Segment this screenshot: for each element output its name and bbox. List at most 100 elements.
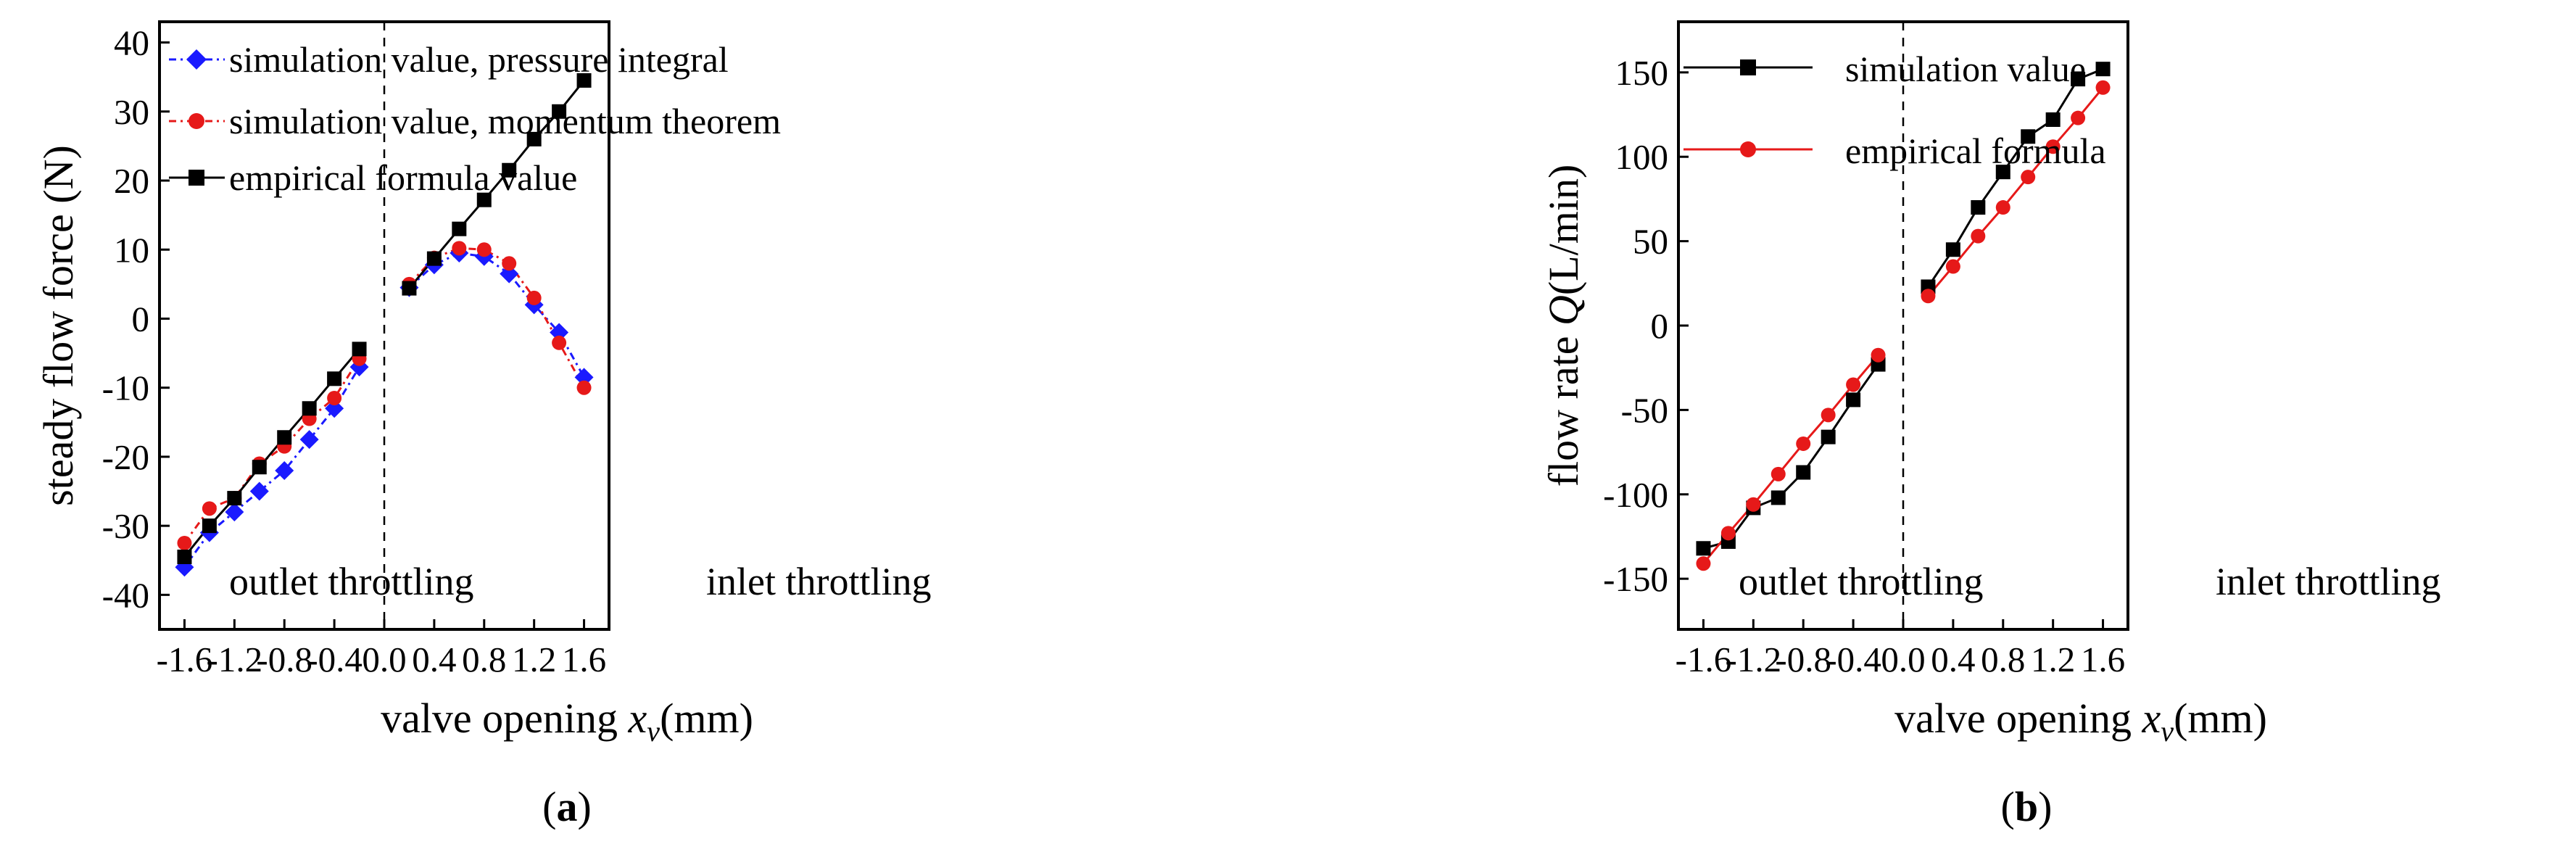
chart-a-series-1-point	[202, 501, 217, 516]
chart-b-series-1-point	[1720, 526, 1736, 541]
chart-a-y-tick-label: 40	[114, 23, 149, 63]
chart-b-x-tick-label: -1.6	[1676, 640, 1732, 679]
chart-b-series-1-point	[1921, 289, 1936, 304]
chart-b-series-0-point	[1771, 490, 1786, 505]
chart-b-series-0-point	[1846, 392, 1861, 407]
legend-a-label-2: empirical formula value	[229, 157, 577, 198]
chart-a-series-1-point	[452, 241, 467, 256]
chart-a-x-label: valve opening xv(mm)	[381, 695, 753, 748]
chart-a-series-2-point	[452, 221, 467, 236]
chart-a-series-0-point	[299, 430, 319, 450]
chart-a-caption: (a)	[542, 783, 592, 830]
chart-b-x-ticks: -1.6-1.2-0.8-0.4 0.0 0.4 0.8 1.2 1.6	[1676, 619, 2125, 679]
chart-a-series-1-point	[526, 290, 542, 305]
chart-b-series-0-point	[1821, 429, 1836, 444]
chart-b-series-0-point	[2045, 112, 2061, 128]
legend-a-marker-1	[189, 113, 204, 129]
chart-a-y-ticks: -40 -30 -20 -10 0 10 20 30 40	[102, 23, 170, 615]
legend-a-label-1: simulation value, momentum theorem	[229, 101, 781, 141]
chart-b-series-1-point	[1796, 436, 1811, 451]
chart-a-series-2-point	[177, 550, 192, 565]
chart-b-series-1-point	[1746, 497, 1761, 512]
chart-a-series-0-point	[249, 481, 269, 501]
chart-b-x-tick-label: 1.2	[2031, 640, 2075, 679]
chart-a-x-tick-label: 1.2	[512, 640, 556, 679]
chart-a-series-2-point	[476, 192, 492, 207]
chart-a-y-tick-label: 30	[114, 92, 149, 132]
chart-a-x-ticks: -1.6-1.2-0.8-0.4 0.0 0.4 0.8 1.2 1.6	[157, 619, 606, 679]
chart-a-y-tick-label: -10	[102, 368, 149, 408]
chart-b-series-0-point	[1971, 200, 1986, 215]
chart-b-series-0-point	[2095, 62, 2111, 77]
chart-b-series-1-point	[1971, 228, 1986, 244]
chart-a-x-tick-label: 0.0	[362, 640, 406, 679]
chart-a-region-right: inlet throttling	[706, 560, 931, 603]
chart-a-series-1-point	[476, 242, 492, 257]
chart-b-series-markers	[1696, 62, 2111, 571]
chart-a-legend: simulation value, pressure integral simu…	[169, 39, 781, 198]
chart-a-series-1-point	[327, 390, 342, 405]
chart-a-y-tick-label: 10	[114, 230, 149, 270]
chart-a-x-tick-label: -0.4	[306, 640, 363, 679]
chart-a-series-2-point	[426, 251, 442, 266]
chart-a-series-2-point	[352, 342, 367, 357]
chart-b-series-1-point	[1945, 259, 1960, 274]
chart-b-series-0-point	[2071, 72, 2086, 87]
chart-a-series-1-point	[177, 535, 192, 550]
chart-b-x-tick-label: 0.4	[1931, 640, 1975, 679]
chart-a-series-2-point	[402, 281, 417, 296]
chart-b-series-0-point	[1696, 541, 1711, 556]
chart-a-x-tick-label: -1.6	[157, 640, 213, 679]
chart-b-series-1-point	[1995, 200, 2010, 215]
chart-a-y-tick-label: 20	[114, 161, 149, 201]
chart-b-y-tick-label: -50	[1621, 390, 1668, 430]
chart-a-y-label: steady flow force (N)	[35, 145, 82, 506]
chart-b-series-1-point	[2071, 110, 2086, 125]
chart-b-x-tick-label: -0.4	[1825, 640, 1881, 679]
chart-a-series-2-point	[327, 371, 342, 386]
legend-a-marker-2	[189, 170, 204, 186]
chart-b-x-tick-label: 0.8	[1981, 640, 2025, 679]
chart-b-y-tick-label: -100	[1603, 475, 1668, 515]
chart-a-x-tick-label: 0.8	[462, 640, 506, 679]
chart-a-y-tick-label: -40	[102, 575, 149, 615]
chart-a-series-0-point	[325, 399, 344, 418]
chart-a-series-2-point	[277, 430, 292, 445]
chart-a-series-1-point	[502, 256, 517, 271]
chart-a-series-2-point	[227, 491, 242, 506]
chart-b-series-1-point	[1821, 407, 1836, 423]
legend-b-marker-1	[1740, 141, 1756, 157]
chart-a-x-tick-label: 1.6	[562, 640, 606, 679]
chart-a-y-tick-label: 0	[132, 299, 150, 339]
chart-b-region-right: inlet throttling	[2216, 560, 2440, 603]
chart-a-series-0-point	[225, 502, 244, 522]
chart-a-series-2-point	[526, 131, 542, 146]
chart-b-x-tick-label: 0.0	[1881, 640, 1925, 679]
chart-b-x-tick-label: 1.6	[2081, 640, 2125, 679]
chart-b-series-1-point	[1696, 556, 1711, 571]
legend-b-label-1: empirical formula	[1845, 131, 2106, 171]
chart-a-series-line-1	[183, 357, 360, 544]
chart-a-x-tick-label: -0.8	[256, 640, 312, 679]
chart-b-series-1-point	[2095, 80, 2111, 95]
chart-b-x-tick-label: -1.2	[1726, 640, 1782, 679]
chart-b-series-1-point	[2045, 139, 2061, 154]
chart-b-series-0-point	[2021, 129, 2036, 144]
chart-a-region-left: outlet throttling	[229, 560, 473, 603]
chart-b-legend: simulation value empirical formula	[1683, 49, 2106, 171]
chart-b-series-0-point	[1945, 242, 1960, 257]
chart-a: -1.6-1.2-0.8-0.4 0.0 0.4 0.8 1.2 1.6 -40 -30 -2…	[35, 20, 931, 830]
chart-a-series-1-point	[576, 380, 592, 395]
chart-a-series-2-point	[552, 104, 567, 119]
chart-a-series-markers	[175, 73, 594, 577]
chart-b-series-0-point	[1995, 165, 2010, 180]
chart-a-series-2-point	[502, 162, 517, 178]
chart-b-series-line-0	[1703, 363, 1879, 550]
chart-b-caption: (b)	[2001, 783, 2053, 830]
chart-b-series-1-point	[1771, 466, 1786, 481]
chart-a-series-2-point	[302, 401, 317, 416]
chart-a-x-tick-label: -1.2	[207, 640, 263, 679]
chart-b-x-tick-label: -0.8	[1775, 640, 1831, 679]
chart-a-x-tick-label: 0.4	[412, 640, 456, 679]
